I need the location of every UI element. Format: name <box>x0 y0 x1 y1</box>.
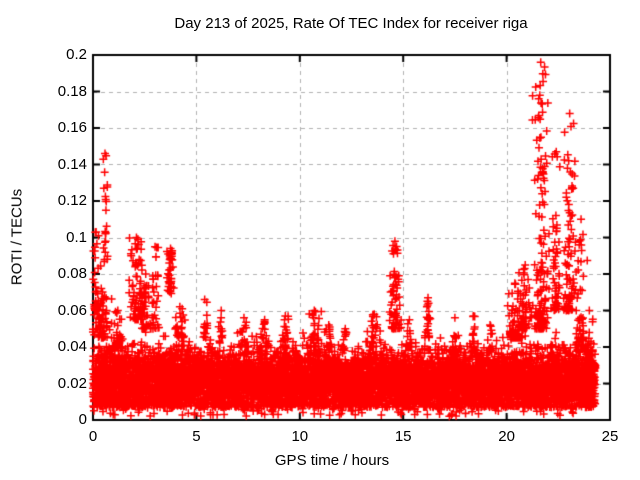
y-tick-label: 0.14 <box>57 155 87 173</box>
y-tick-label: 0 <box>78 411 87 428</box>
y-tick-label: 0.12 <box>57 192 87 209</box>
x-tick-label: 0 <box>88 428 98 445</box>
y-tick-label: 0.18 <box>57 82 87 100</box>
chart-title: Day 213 of 2025, Rate Of TEC Index for r… <box>174 15 528 32</box>
y-tick-label: 0.02 <box>57 374 87 392</box>
y-tick-label: 0.1 <box>66 228 87 246</box>
x-tick-label: 25 <box>601 428 619 445</box>
y-tick-label: 0.06 <box>57 301 87 319</box>
y-tick-label: 0.04 <box>57 338 87 355</box>
y-tick-label: 0.2 <box>66 46 87 63</box>
x-tick-label: 10 <box>291 428 309 445</box>
x-tick-label: 5 <box>192 428 201 445</box>
x-axis-label: GPS time / hours <box>274 452 390 469</box>
y-tick-label: 0.16 <box>57 119 87 136</box>
x-tick-label: 20 <box>498 428 515 445</box>
y-tick-label: 0.08 <box>57 265 87 282</box>
x-tick-label: 15 <box>394 428 412 445</box>
